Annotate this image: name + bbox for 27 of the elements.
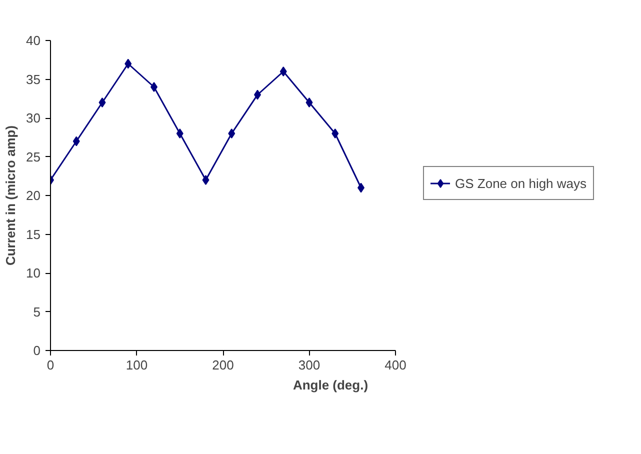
y-axis-title: Current in (micro amp) [3, 125, 18, 266]
x-tick-label: 0 [46, 358, 54, 372]
point [150, 82, 158, 92]
point [280, 66, 287, 76]
point [306, 98, 313, 108]
point [228, 128, 236, 138]
point [98, 98, 106, 108]
legend-label: GS Zone on high ways [455, 176, 587, 190]
y-tick-label: 25 [26, 149, 41, 164]
x-tick-label: 400 [384, 358, 406, 372]
point [202, 175, 210, 185]
y-tick-label: 20 [26, 188, 41, 203]
point [176, 128, 184, 138]
y-tick-label: 15 [26, 226, 41, 242]
x-tick-label: 100 [126, 358, 148, 372]
y-tick-label: 35 [26, 72, 41, 87]
y-tick-label: 5 [33, 304, 41, 320]
y-tick-label: 0 [33, 343, 41, 358]
point [332, 128, 339, 138]
y-tick-label: 30 [26, 110, 41, 126]
x-tick-label: 300 [298, 358, 320, 372]
y-tick-label: 40 [26, 33, 41, 48]
point [72, 136, 80, 146]
y-tick-label: 10 [26, 266, 41, 280]
point [124, 58, 132, 69]
x-tick-label: 200 [212, 358, 234, 372]
x-axis-title: Angle (deg.) [292, 378, 368, 392]
